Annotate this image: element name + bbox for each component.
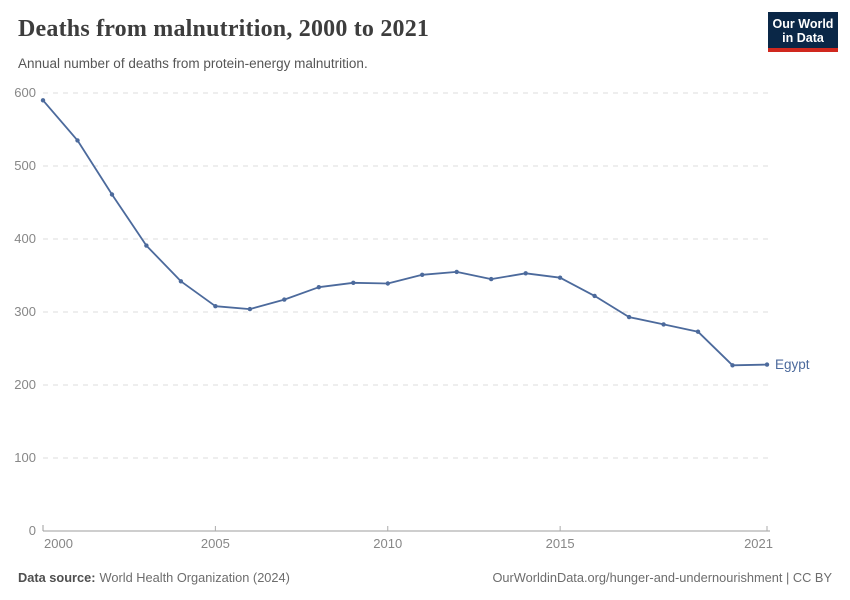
data-point-marker[interactable] xyxy=(489,276,494,282)
data-point-marker[interactable] xyxy=(213,304,218,309)
data-point-marker[interactable] xyxy=(695,329,701,334)
data-point-marker[interactable] xyxy=(523,271,528,276)
y-tick-label: 0 xyxy=(29,523,36,538)
data-point-marker[interactable] xyxy=(109,192,115,197)
data-source-note: Data source: World Health Organization (2… xyxy=(18,570,290,585)
owid-logo-line2: in Data xyxy=(782,31,824,45)
y-tick-label: 100 xyxy=(14,450,36,465)
data-point-marker[interactable] xyxy=(247,306,253,312)
x-tick-label: 2021 xyxy=(744,536,773,551)
data-point-marker[interactable] xyxy=(40,98,46,103)
owid-logo-line1: Our World xyxy=(772,17,834,31)
data-point-marker[interactable] xyxy=(661,322,666,327)
page-title: Deaths from malnutrition, 2000 to 2021 xyxy=(18,16,430,42)
data-point-marker[interactable] xyxy=(385,281,390,286)
data-point-marker[interactable] xyxy=(316,285,321,290)
y-tick-label: 500 xyxy=(14,158,36,173)
data-source-value: World Health Organization (2024) xyxy=(99,570,290,585)
y-tick-label: 400 xyxy=(14,231,36,246)
data-point-marker[interactable] xyxy=(730,363,735,368)
y-tick-label: 200 xyxy=(14,377,36,392)
chart-subtitle: Annual number of deaths from protein-ene… xyxy=(18,56,368,71)
x-tick-label: 2000 xyxy=(44,536,73,551)
series-end-label[interactable]: Egypt xyxy=(775,357,810,372)
data-point-marker[interactable] xyxy=(420,272,425,277)
data-point-marker[interactable] xyxy=(764,362,770,367)
data-point-marker[interactable] xyxy=(626,314,632,320)
data-point-marker[interactable] xyxy=(144,243,149,248)
owid-logo[interactable]: Our World in Data xyxy=(768,12,838,52)
chart-footer: Data source: World Health Organization (2… xyxy=(18,570,832,585)
x-tick-label: 2015 xyxy=(546,536,575,551)
data-point-marker[interactable] xyxy=(592,293,597,299)
series-line[interactable] xyxy=(42,99,768,367)
y-tick-label: 300 xyxy=(14,304,36,319)
x-tick-label: 2005 xyxy=(201,536,230,551)
credit-note[interactable]: OurWorldinData.org/hunger-and-undernouri… xyxy=(492,570,832,585)
data-point-marker[interactable] xyxy=(557,275,563,280)
data-source-label: Data source: xyxy=(18,570,96,585)
x-tick-label: 2010 xyxy=(373,536,402,551)
data-point-marker[interactable] xyxy=(282,297,287,302)
data-point-marker[interactable] xyxy=(178,279,184,284)
y-tick-label: 600 xyxy=(14,85,36,100)
data-point-marker[interactable] xyxy=(75,138,80,143)
data-point-marker[interactable] xyxy=(454,269,459,275)
data-point-marker[interactable] xyxy=(351,280,356,285)
